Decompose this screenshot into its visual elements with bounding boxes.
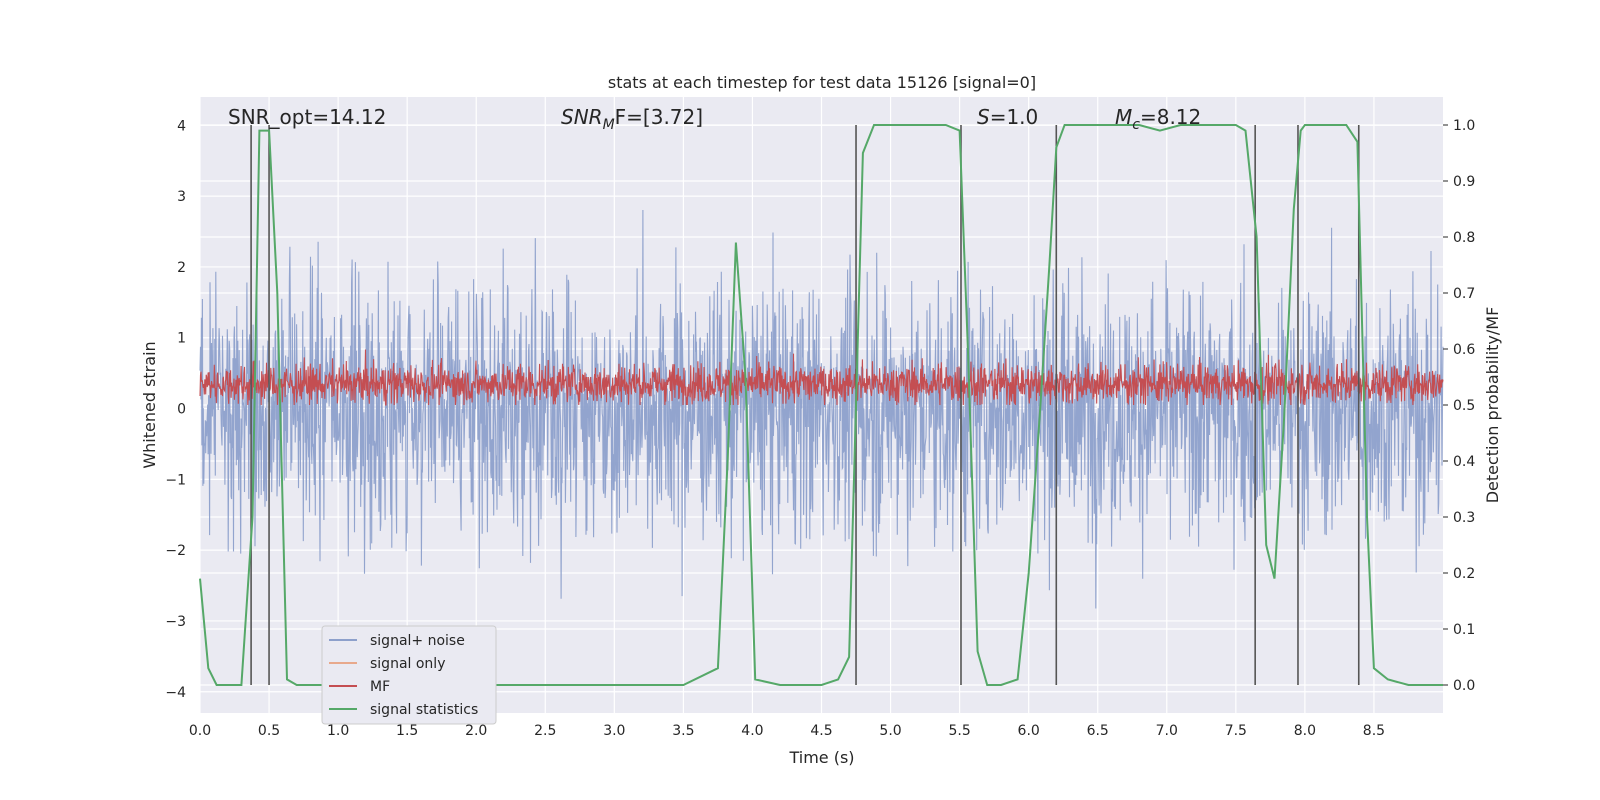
legend-label-signal-only: signal only: [370, 656, 445, 672]
y-right-tick-label-0: 1.0: [1453, 118, 1475, 134]
y-right-tick-label-2: 0.8: [1453, 230, 1475, 246]
mf-series: [199, 349, 1444, 406]
x-tick-label-9: 4.5: [810, 723, 832, 739]
legend-label-mf: MF: [370, 679, 390, 695]
vertical-lines: [250, 125, 1360, 685]
x-tick-label-0: 0.0: [189, 723, 211, 739]
x-tick-label-14: 7.0: [1156, 723, 1178, 739]
x-tick-label-3: 1.5: [396, 723, 418, 739]
annotation-snr-mf: SNRMF=[3.72]: [561, 105, 703, 133]
y-right-tick-label-4: 0.6: [1453, 342, 1475, 358]
legend-box: [321, 625, 497, 725]
y-tick-label-7: −3: [165, 614, 186, 630]
annotation-snr-mf-rest: F=[3.72]: [615, 105, 703, 129]
x-tick-label-6: 3.0: [603, 723, 625, 739]
annotation-snr-mf-sub: M: [603, 117, 615, 133]
y-right-tick-label-1: 0.9: [1453, 174, 1475, 190]
annotation-snr-mf-base: SNR: [561, 105, 603, 129]
x-axis-ticks: 0.0 0.5 1.0 1.5 2.0 2.5 3.0 3.5 4.0 4.5 5.0 5.5 6.0 6…: [189, 723, 1385, 739]
y-tick-label-6: −2: [165, 543, 186, 559]
y-right-tick-label-3: 0.7: [1453, 286, 1475, 302]
x-tick-label-11: 5.5: [948, 723, 970, 739]
annotation-mc-base: M: [1115, 105, 1132, 129]
y-right-tick-label-7: 0.3: [1453, 510, 1475, 526]
x-tick-label-12: 6.0: [1018, 723, 1040, 739]
x-tick-label-16: 8.0: [1294, 723, 1316, 739]
y-tick-label-4: 0: [177, 402, 186, 418]
x-tick-label-1: 0.5: [258, 723, 280, 739]
y-right-tick-label-6: 0.4: [1453, 454, 1475, 470]
mf-line: [199, 349, 1444, 406]
y-right-tick-label-5: 0.5: [1453, 398, 1475, 414]
annotation-mc: Mc=8.12: [1115, 105, 1201, 133]
y-axis-label: Whitened strain: [140, 341, 159, 468]
x-tick-label-10: 5.0: [879, 723, 901, 739]
x-axis-label: Time (s): [788, 748, 854, 767]
legend-label-signal-plus-noise: signal+ noise: [370, 633, 465, 649]
x-tick-label-8: 4.0: [741, 723, 763, 739]
signal-statistics-series: [199, 124, 1443, 686]
y-tick-label-1: 3: [177, 189, 186, 205]
legend-label-signal-statistics: signal statistics: [370, 702, 478, 718]
y-tick-label-0: 4: [177, 118, 186, 134]
annotation-snr-opt: SNR_opt=14.12: [228, 105, 386, 129]
annotation-s: S=1.0: [977, 105, 1038, 129]
y-right-tick-label-9: 0.1: [1453, 622, 1475, 638]
y-axis-ticks: 4 3 2 1 0 −1 −2 −3 −4: [165, 118, 186, 700]
grid: [199, 97, 1443, 713]
x-tick-label-13: 6.5: [1087, 723, 1109, 739]
signal-statistics-line: [199, 124, 1443, 686]
annotation-s-rest: =1.0: [990, 105, 1039, 129]
annotation-s-italic: S: [977, 105, 990, 129]
x-tick-label-4: 2.0: [465, 723, 487, 739]
y-right-tick-label-10: 0.0: [1453, 678, 1475, 694]
x-tick-label-7: 3.5: [672, 723, 694, 739]
x-tick-label-5: 2.5: [534, 723, 556, 739]
x-tick-label-17: 8.5: [1363, 723, 1385, 739]
legend: signal+ noise signal only MF signal stat…: [321, 625, 497, 725]
y-right-tick-label-8: 0.2: [1453, 566, 1475, 582]
y-tick-label-5: −1: [165, 472, 186, 488]
y-axis-right-label: Detection probability/MF: [1483, 307, 1502, 504]
annotation-mc-rest: =8.12: [1140, 105, 1201, 129]
x-tick-label-15: 7.5: [1225, 723, 1247, 739]
x-tick-label-2: 1.0: [327, 723, 349, 739]
annotation-mc-sub: c: [1132, 117, 1140, 133]
y-tick-label-8: −4: [165, 685, 186, 701]
y-axis-right-ticks: 1.0 0.9 0.8 0.7 0.6 0.5 0.4 0.3 0.2 0.1 0.0: [1443, 118, 1475, 694]
chart-title: stats at each timestep for test data 151…: [608, 73, 1036, 92]
y-tick-label-2: 2: [177, 260, 186, 276]
y-tick-label-3: 1: [177, 331, 186, 347]
